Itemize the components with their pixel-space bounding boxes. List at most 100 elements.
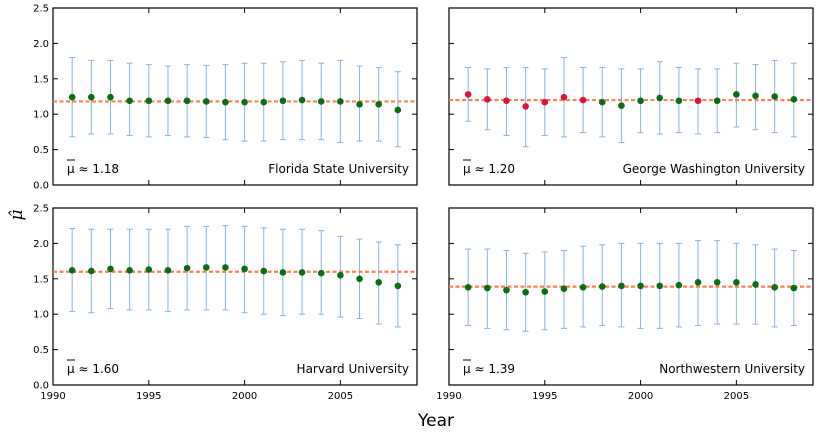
x-tick-label: 2000 xyxy=(232,391,257,402)
data-point xyxy=(126,97,133,105)
data-point xyxy=(164,267,172,274)
data-point xyxy=(522,288,529,296)
data-point xyxy=(183,97,191,105)
y-tick-label: 2.0 xyxy=(33,39,49,50)
data-point xyxy=(145,266,153,273)
data-point xyxy=(68,93,76,101)
data-point xyxy=(68,267,76,274)
data-point xyxy=(618,282,625,290)
data-point xyxy=(522,103,529,110)
data-point xyxy=(145,97,153,105)
panel-4: 1990 1995 2000 2005 μ ≈ 1.39 Northwestern Uni… xyxy=(436,207,814,402)
y-tick-label: 1.5 xyxy=(33,74,49,85)
data-point xyxy=(713,97,721,105)
data-point xyxy=(107,93,114,101)
y-tick-label: 2.0 xyxy=(33,239,49,250)
y-tick-label: 1.0 xyxy=(33,110,49,121)
data-point xyxy=(656,94,664,102)
x-tick-label: 1995 xyxy=(532,391,557,402)
data-point xyxy=(598,283,606,290)
data-point xyxy=(752,281,759,288)
panel-title: Harvard University xyxy=(297,362,409,376)
x-tick-label: 1990 xyxy=(436,391,461,402)
y-tick-label: 1.5 xyxy=(33,274,49,285)
data-point xyxy=(126,267,133,274)
data-point xyxy=(560,285,568,293)
panel-1: 0.0 0.5 1.0 1.5 2.0 2.5 μ ≈ 1.18 Florida State … xyxy=(33,4,418,192)
data-point xyxy=(241,98,248,106)
panel-title: George Washington University xyxy=(623,162,805,176)
data-point xyxy=(298,96,306,104)
mean-label: μ ≈ 1.18 xyxy=(67,162,119,176)
data-point xyxy=(222,264,229,271)
data-point xyxy=(298,269,306,276)
mean-label: μ ≈ 1.39 xyxy=(463,362,515,376)
data-point xyxy=(752,92,759,100)
data-point xyxy=(260,267,268,275)
x-axis-title: Year xyxy=(417,411,454,431)
data-point xyxy=(713,279,721,286)
data-point xyxy=(279,269,287,276)
data-point xyxy=(375,279,382,286)
data-point xyxy=(733,279,740,286)
data-point xyxy=(733,91,740,98)
data-point xyxy=(337,271,344,279)
panels: 0.0 0.5 1.0 1.5 2.0 2.5 μ ≈ 1.18 Florida State … xyxy=(33,4,814,402)
data-point xyxy=(317,98,325,105)
data-point xyxy=(356,100,363,108)
data-point xyxy=(279,97,287,105)
data-point xyxy=(241,265,248,273)
data-point xyxy=(202,98,210,105)
data-point xyxy=(790,96,798,103)
data-point xyxy=(202,264,210,271)
y-tick-label: 2.5 xyxy=(33,4,49,15)
panel-title: Florida State University xyxy=(268,162,409,176)
data-point xyxy=(579,283,587,291)
mean-label: μ ≈ 1.20 xyxy=(463,162,515,176)
data-point xyxy=(503,286,510,294)
data-point xyxy=(771,93,778,100)
data-point xyxy=(183,264,191,272)
data-point xyxy=(464,283,472,291)
data-point xyxy=(88,93,95,101)
data-point xyxy=(503,97,510,105)
y-tick-label: 0.5 xyxy=(33,145,49,156)
data-point xyxy=(484,284,491,292)
panel-2: μ ≈ 1.20 George Washington University xyxy=(448,7,814,186)
data-point xyxy=(484,96,491,103)
x-tick-label: 2005 xyxy=(724,391,749,402)
data-point xyxy=(164,97,172,105)
data-point xyxy=(771,283,778,291)
data-point xyxy=(694,279,702,286)
data-point xyxy=(637,97,644,105)
x-tick-label: 1995 xyxy=(136,391,161,402)
data-point xyxy=(637,282,644,290)
y-tick-label: 0.0 xyxy=(33,181,49,192)
data-point xyxy=(88,267,95,275)
data-point xyxy=(675,281,683,289)
y-tick-label: 2.5 xyxy=(33,204,49,215)
data-point xyxy=(541,98,549,106)
mean-label: μ ≈ 1.60 xyxy=(67,362,119,376)
y-tick-label: 0.5 xyxy=(33,345,49,356)
panel-3: 0.0 0.5 1.0 1.5 2.0 2.5 1990 1995 2000 2005 μ ≈ 1.… xyxy=(33,204,418,402)
data-point xyxy=(618,102,625,110)
y-axis-title: μ̂ xyxy=(7,209,27,220)
x-tick-label: 1990 xyxy=(40,391,65,402)
data-point xyxy=(375,100,382,108)
x-tick-label: 2005 xyxy=(328,391,353,402)
data-point xyxy=(260,98,268,106)
y-tick-label: 1.0 xyxy=(33,310,49,321)
data-point xyxy=(694,97,702,105)
data-point xyxy=(656,282,664,290)
data-point xyxy=(675,97,683,105)
data-point xyxy=(222,98,229,106)
data-point xyxy=(394,106,402,114)
data-point xyxy=(598,98,606,106)
data-point xyxy=(579,96,587,104)
y-tick-label: 0.0 xyxy=(33,381,49,392)
data-point xyxy=(790,284,798,292)
data-point xyxy=(337,98,344,105)
data-point xyxy=(560,93,568,101)
